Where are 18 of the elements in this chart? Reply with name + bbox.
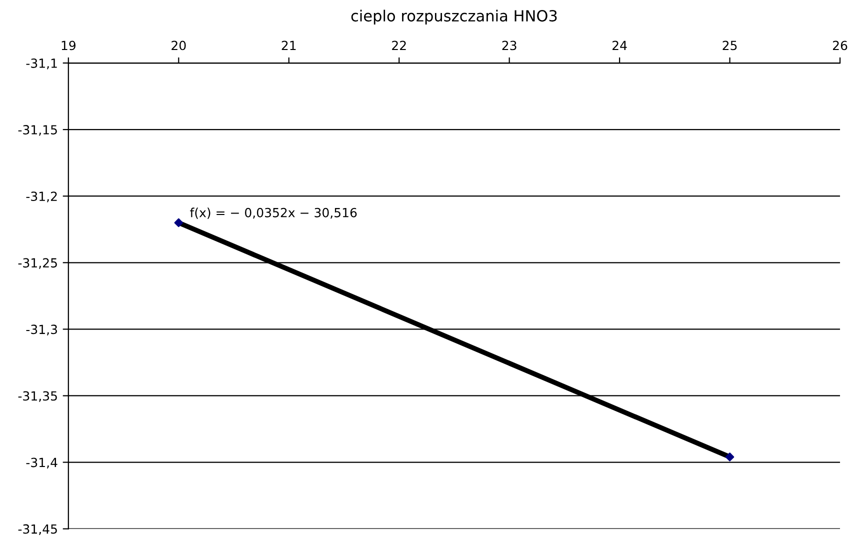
y-tick-label: -31,15 <box>18 125 57 136</box>
annotation: f(x) = − 0,0352x − 30,516 <box>190 208 357 219</box>
y-tick-label: -31,3 <box>26 324 57 336</box>
x-tick-label: 21 <box>282 40 296 50</box>
y-tick-label: -31,1 <box>26 58 57 70</box>
y-tick-label: -31,25 <box>18 258 57 269</box>
x-tick-label: 24 <box>612 40 627 50</box>
chart-title: cieplo rozpuszczania HNO3 <box>351 10 557 25</box>
x-tick-label: 19 <box>62 40 76 50</box>
y-tick-label: -31,45 <box>18 524 57 536</box>
y-tick-label: -31,2 <box>26 192 57 202</box>
x-tick-label: 20 <box>172 40 186 50</box>
y-tick-label: -31,35 <box>18 391 57 402</box>
x-tick-label: 25 <box>722 40 737 50</box>
x-tick-label: 26 <box>832 40 848 50</box>
x-tick-label: 23 <box>502 40 516 50</box>
x-tick-label: 22 <box>392 40 406 50</box>
y-tick-label: -31,4 <box>26 458 58 468</box>
